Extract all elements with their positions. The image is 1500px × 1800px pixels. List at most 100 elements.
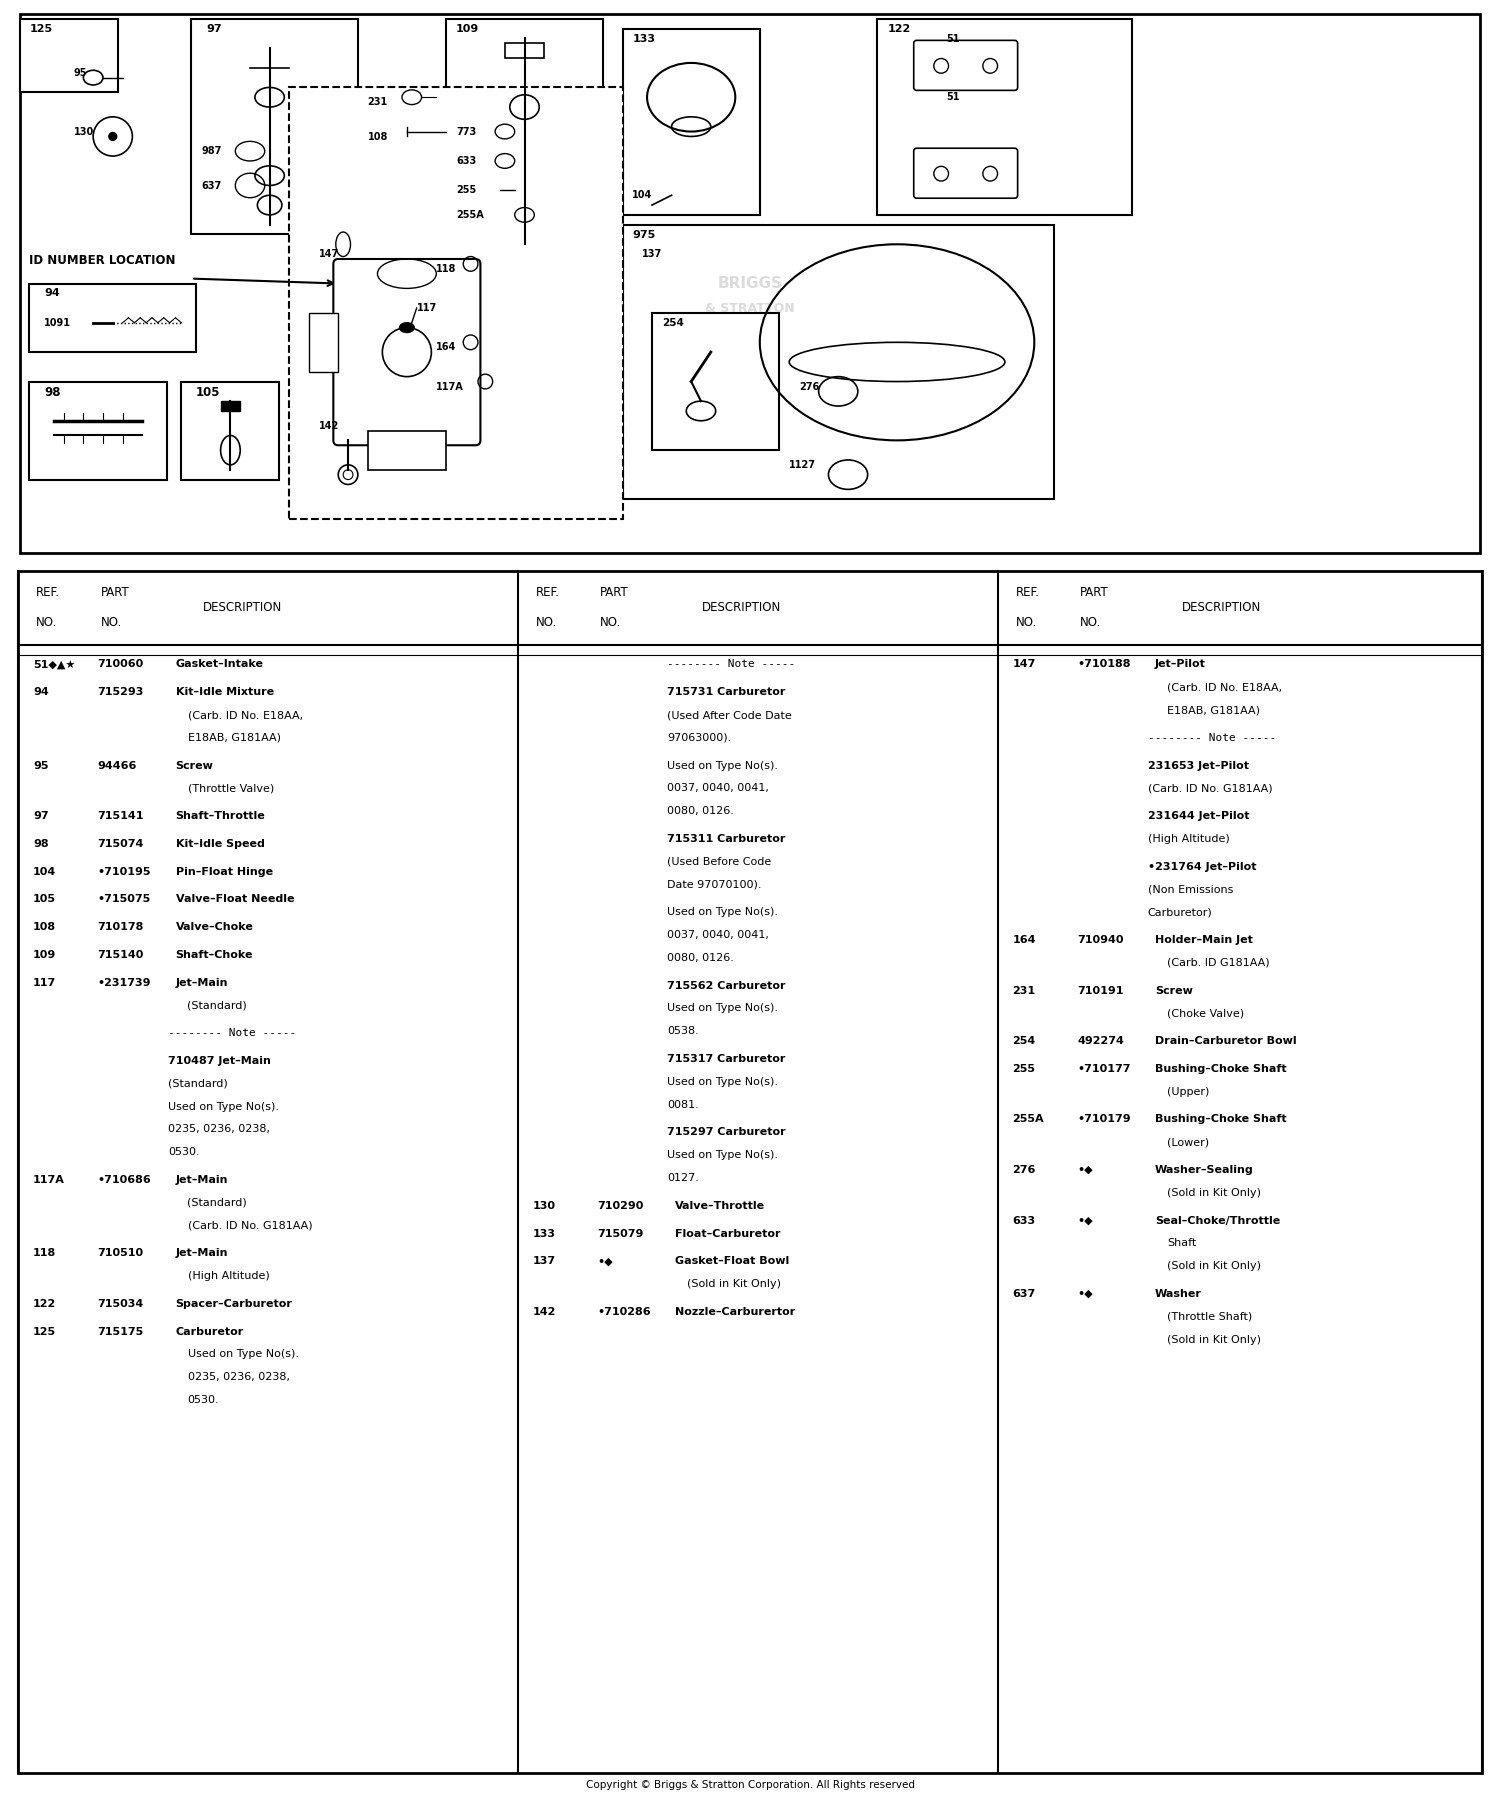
Text: 51: 51 (946, 34, 960, 43)
Text: 94: 94 (44, 288, 60, 299)
Text: 710487 Jet–Main: 710487 Jet–Main (168, 1057, 272, 1066)
Text: 715079: 715079 (597, 1229, 644, 1238)
Text: (Used After Code Date: (Used After Code Date (668, 709, 792, 720)
Bar (30, 283, 196, 353)
Text: 97063000).: 97063000). (668, 733, 732, 743)
Text: 231653 Jet–Pilot: 231653 Jet–Pilot (1148, 761, 1248, 770)
Text: •710188: •710188 (1077, 659, 1131, 670)
Text: 276: 276 (1013, 1165, 1036, 1175)
Text: 710191: 710191 (1077, 986, 1124, 995)
Text: Used on Type No(s).: Used on Type No(s). (668, 761, 778, 770)
Text: 710060: 710060 (98, 659, 144, 670)
Text: Gasket–Float Bowl: Gasket–Float Bowl (675, 1256, 789, 1265)
Bar (878, 18, 1132, 214)
Text: 104: 104 (633, 191, 652, 200)
Text: 147: 147 (1013, 659, 1036, 670)
Text: (Standard): (Standard) (168, 1078, 228, 1089)
Bar (182, 382, 279, 479)
Text: 0037, 0040, 0041,: 0037, 0040, 0041, (668, 783, 770, 794)
Text: NO.: NO. (600, 616, 621, 628)
Text: 255: 255 (456, 185, 476, 196)
Text: 987: 987 (201, 146, 222, 157)
Text: 0127.: 0127. (668, 1174, 699, 1183)
Text: -------- Note -----: -------- Note ----- (168, 1028, 296, 1039)
Text: 122: 122 (888, 23, 910, 34)
Text: Used on Type No(s).: Used on Type No(s). (168, 1102, 279, 1112)
Text: 1091: 1091 (44, 319, 70, 328)
FancyBboxPatch shape (914, 40, 1017, 90)
Text: Jet–Main: Jet–Main (176, 977, 228, 988)
Text: (Sold in Kit Only): (Sold in Kit Only) (687, 1280, 782, 1289)
Text: Holder–Main Jet: Holder–Main Jet (1155, 934, 1252, 945)
Bar (190, 18, 358, 234)
Text: •◆: •◆ (1077, 1215, 1092, 1226)
Text: Gasket–Intake: Gasket–Intake (176, 659, 264, 670)
Text: NO.: NO. (1016, 616, 1036, 628)
Text: PART: PART (600, 587, 628, 599)
Text: Washer: Washer (1155, 1289, 1202, 1300)
Text: 104: 104 (33, 866, 57, 877)
Text: 492274: 492274 (1077, 1037, 1124, 1046)
Text: 142: 142 (318, 421, 339, 430)
Text: Shaft–Choke: Shaft–Choke (176, 950, 254, 959)
Text: 51: 51 (946, 92, 960, 103)
Text: Screw: Screw (1155, 986, 1192, 995)
Text: 117: 117 (33, 977, 57, 988)
Text: 105: 105 (196, 387, 220, 400)
Text: (Carb. ID No. E18AA,: (Carb. ID No. E18AA, (1167, 682, 1282, 693)
Text: 773: 773 (456, 126, 476, 137)
Text: 133: 133 (633, 34, 656, 43)
Text: -------- Note -----: -------- Note ----- (1148, 733, 1275, 743)
Text: 1127: 1127 (789, 461, 816, 470)
Text: 164: 164 (436, 342, 456, 353)
Bar (622, 225, 1054, 499)
Text: Valve–Choke: Valve–Choke (176, 922, 254, 932)
Text: 130: 130 (74, 126, 94, 137)
Text: ID NUMBER LOCATION: ID NUMBER LOCATION (30, 254, 176, 266)
Text: 715074: 715074 (98, 839, 144, 850)
FancyBboxPatch shape (914, 148, 1017, 198)
Text: •◆: •◆ (1077, 1165, 1092, 1175)
Text: NO.: NO. (36, 616, 57, 628)
Text: Screw: Screw (176, 761, 213, 770)
Circle shape (110, 133, 117, 140)
Text: 147: 147 (318, 248, 339, 259)
Text: 137: 137 (532, 1256, 555, 1265)
Text: (Sold in Kit Only): (Sold in Kit Only) (1167, 1188, 1262, 1197)
Text: •710195: •710195 (98, 866, 152, 877)
Text: (Standard): (Standard) (188, 1197, 248, 1208)
Text: & STRATTON: & STRATTON (705, 302, 795, 315)
Text: 94466: 94466 (98, 761, 136, 770)
Text: 0538.: 0538. (668, 1026, 699, 1037)
Text: 125: 125 (30, 23, 52, 34)
Text: 637: 637 (1013, 1289, 1035, 1300)
Text: 715562 Carburetor: 715562 Carburetor (668, 981, 786, 990)
Text: 231644 Jet–Pilot: 231644 Jet–Pilot (1148, 812, 1250, 821)
Text: 95: 95 (33, 761, 48, 770)
Text: REF.: REF. (36, 587, 60, 599)
Bar (309, 313, 339, 373)
Text: 715311 Carburetor: 715311 Carburetor (668, 833, 786, 844)
Bar (652, 313, 780, 450)
Text: 710940: 710940 (1077, 934, 1124, 945)
Text: 109: 109 (456, 23, 478, 34)
Text: REF.: REF. (1016, 587, 1040, 599)
Text: 0080, 0126.: 0080, 0126. (668, 952, 735, 963)
Text: DESCRIPTION: DESCRIPTION (202, 601, 282, 614)
Text: (Sold in Kit Only): (Sold in Kit Only) (1167, 1262, 1262, 1271)
Text: DESCRIPTION: DESCRIPTION (702, 601, 782, 614)
Text: 637: 637 (201, 180, 222, 191)
Text: Kit–Idle Speed: Kit–Idle Speed (176, 839, 264, 850)
Text: 94: 94 (33, 688, 48, 697)
Text: •710179: •710179 (1077, 1114, 1131, 1125)
Text: Kit–Idle Mixture: Kit–Idle Mixture (176, 688, 273, 697)
Text: •◆: •◆ (1077, 1289, 1092, 1300)
Text: •◆: •◆ (597, 1256, 612, 1265)
Text: Date 97070100).: Date 97070100). (668, 880, 762, 889)
Text: Valve–Float Needle: Valve–Float Needle (176, 895, 294, 904)
Text: •231764 Jet–Pilot: •231764 Jet–Pilot (1148, 862, 1256, 871)
Text: Float–Carburetor: Float–Carburetor (675, 1229, 780, 1238)
Text: Used on Type No(s).: Used on Type No(s). (668, 907, 778, 918)
Text: 715034: 715034 (98, 1300, 144, 1309)
Text: Jet–Pilot: Jet–Pilot (1155, 659, 1206, 670)
